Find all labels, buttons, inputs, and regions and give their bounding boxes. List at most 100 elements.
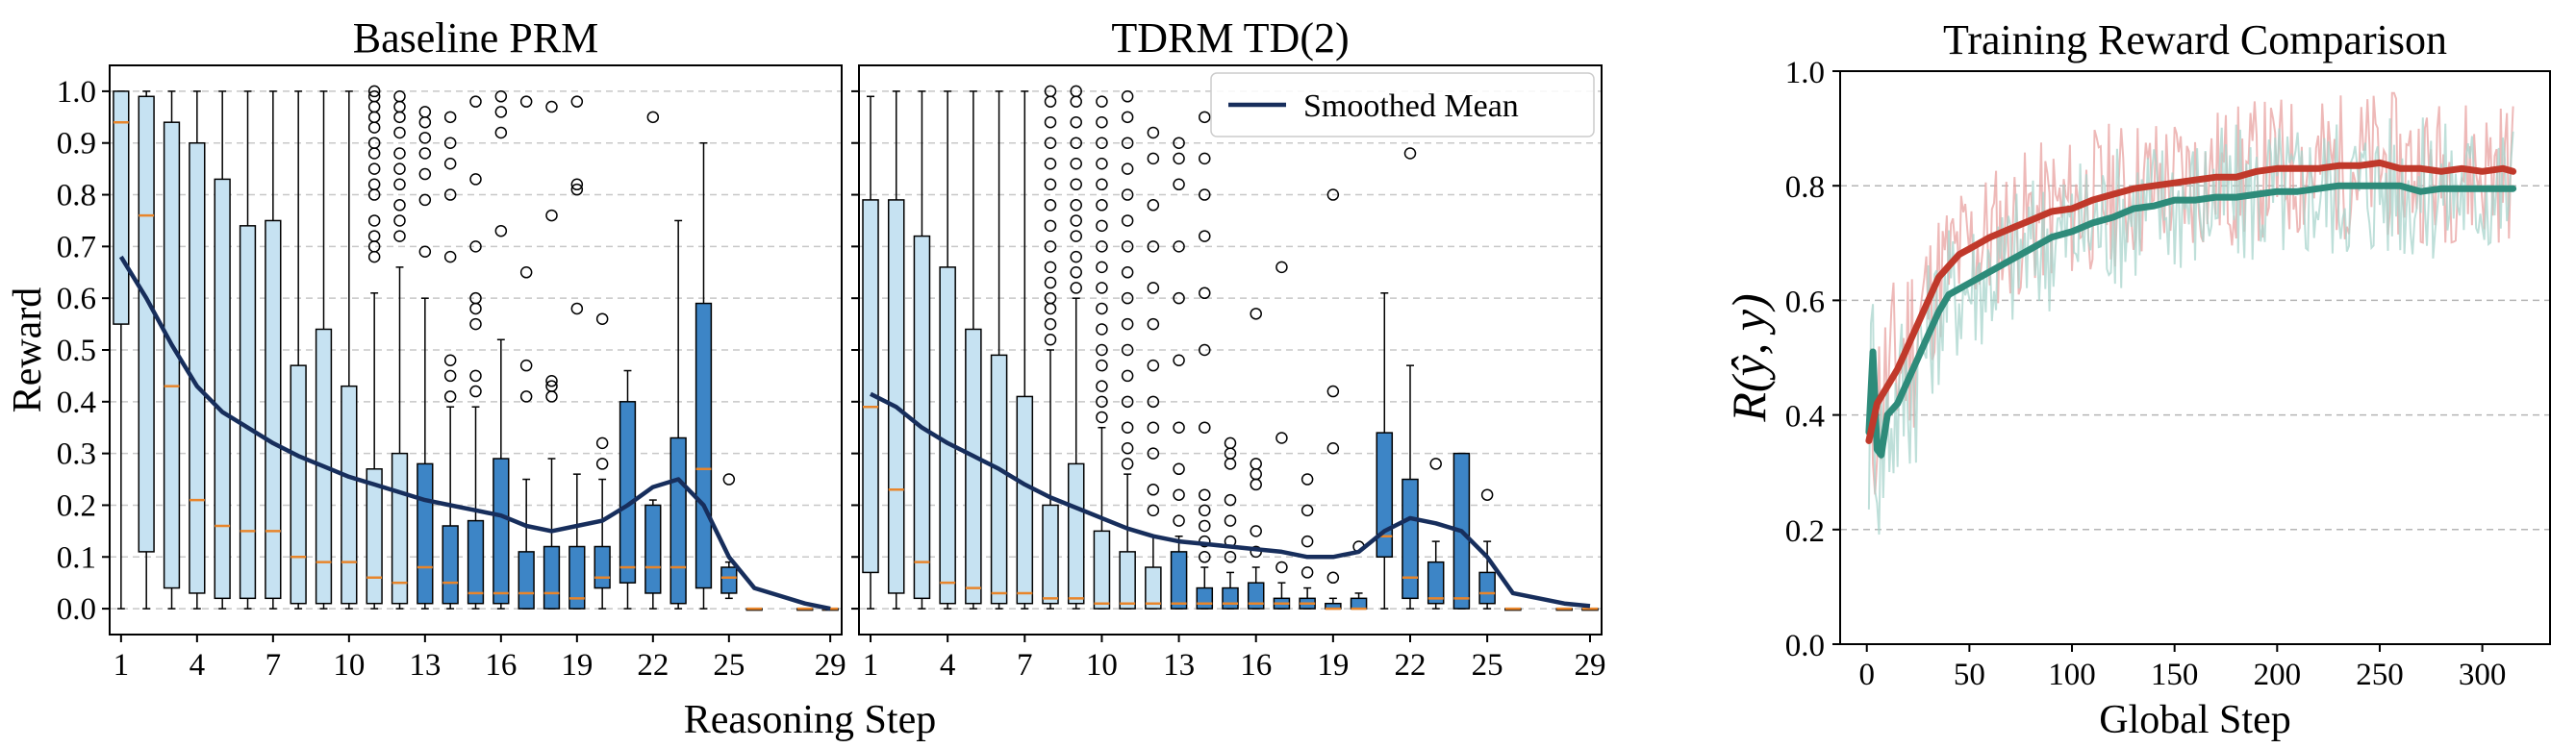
box-body [1376,432,1394,559]
y-tick-label: 0.3 [57,437,96,472]
legend-box [1210,72,1595,137]
outlier-point [1070,85,1082,98]
x-axis-label: Global Step [2099,698,2290,742]
raw-reward-trace [1867,117,2514,536]
outlier-point [1044,291,1057,305]
outlier-point [1224,514,1237,527]
outlier-point [1147,240,1160,253]
box-body [1042,504,1059,605]
outlier-point [1070,282,1082,294]
outlier-point [469,173,482,186]
x-tick-label: 7 [1017,648,1033,683]
x-tick-label: 1 [863,648,879,683]
y-tick-label: 0.7 [57,230,96,264]
outlier-point [418,167,432,181]
chart-title: Training Reward Comparison [1943,16,2447,63]
outlier-point [519,95,533,108]
outlier-point [367,137,381,149]
outlier-point [367,250,381,263]
outlier-point [1096,359,1108,372]
outlier-point [1301,566,1314,579]
outlier-point [1199,152,1211,165]
box-body [644,504,662,594]
outlier-point [1044,302,1057,315]
outlier-point [1403,147,1417,160]
outlier-point [1096,261,1108,274]
outlier-point [1121,111,1134,124]
outlier-point [443,137,457,149]
y-tick-label: 0.2 [1785,514,1825,549]
y-tick-label: 0.4 [1785,400,1825,435]
outlier-point [570,95,584,108]
outlier-point [1173,152,1185,165]
outlier-point [469,317,482,331]
x-tick-label: 19 [1317,648,1349,683]
box-body [492,458,510,605]
outlier-point [1096,302,1108,315]
outlier-point [1199,488,1211,501]
outlier-point [1121,421,1134,434]
outlier-point [1121,458,1134,470]
outlier-point [393,178,406,191]
outlier-point [1199,230,1211,242]
y-axis-label: Reward [6,287,50,413]
outlier-point [494,106,508,118]
outlier-point [1070,95,1082,108]
outlier-point [1044,276,1057,289]
outlier-point [1301,473,1314,486]
x-tick-label: 100 [2048,658,2096,692]
x-tick-label: 1 [114,648,130,683]
outlier-point [1173,137,1185,149]
box-body [720,566,738,594]
outlier-point [1429,458,1442,470]
outlier-point [393,90,406,103]
box-body [442,525,459,605]
outlier-point [469,385,482,398]
outlier-point [367,162,381,175]
outlier-point [595,436,609,450]
outlier-point [469,291,482,305]
outlier-point [1199,188,1211,201]
outlier-point [443,250,457,263]
x-tick-label: 16 [485,648,517,683]
outlier-point [1044,261,1057,274]
outlier-point [393,147,406,160]
y-tick-label: 0.2 [57,488,96,523]
box-body [518,551,535,610]
outlier-point [1326,385,1340,398]
outlier-point [1044,219,1057,233]
smoothed-mean-line [869,391,1591,609]
outlier-point [1275,561,1288,574]
smoothed-reward-line [1865,159,2517,444]
outlier-point [1096,199,1108,212]
box-body [1222,586,1239,610]
outlier-point [367,178,381,191]
box-body [862,199,879,574]
x-tick-label: 22 [1394,648,1426,683]
outlier-point [1096,137,1108,149]
chart-title: TDRM TD(2) [1111,14,1349,62]
outlier-point [1147,504,1160,517]
outlier-point [1147,199,1160,212]
y-tick-label: 0.8 [57,179,96,213]
outlier-point [646,111,660,124]
box-body [913,235,931,600]
outlier-point [1173,354,1185,367]
outlier-point [1044,240,1057,253]
outlier-point [1121,214,1134,227]
outlier-point [1199,551,1211,563]
outlier-point [1044,178,1057,191]
outlier-point [494,90,508,103]
outlier-point [1096,178,1108,191]
outlier-point [1224,493,1237,507]
box-body [1196,586,1214,610]
y-tick-label: 0.1 [57,540,96,575]
box-body [391,452,409,605]
outlier-point [1044,137,1057,149]
outlier-point [443,369,457,383]
box-body [214,178,231,600]
outlier-point [443,158,457,170]
outlier-point [1044,333,1057,346]
outlier-point [1121,317,1134,331]
outlier-point [469,240,482,253]
